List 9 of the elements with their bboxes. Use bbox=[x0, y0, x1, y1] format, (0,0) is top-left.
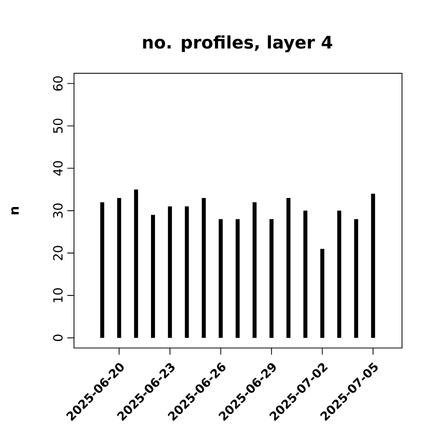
y-tick-label: 30 bbox=[53, 203, 63, 218]
y-tick-label: 50 bbox=[53, 118, 63, 133]
y-tick-label: 10 bbox=[53, 288, 63, 302]
y-axis-title: n bbox=[11, 206, 19, 214]
chart-title: no. profiles, layer 4 bbox=[143, 35, 332, 52]
y-tick-label: 20 bbox=[53, 246, 63, 260]
y-tick-label: 0 bbox=[53, 334, 63, 342]
y-tick-label: 40 bbox=[53, 161, 63, 176]
y-tick-label: 60 bbox=[53, 76, 63, 91]
